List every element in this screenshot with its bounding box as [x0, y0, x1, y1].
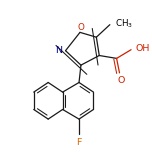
- Text: OH: OH: [136, 44, 150, 53]
- Text: O: O: [118, 76, 125, 85]
- Text: F: F: [76, 138, 82, 147]
- Text: O: O: [78, 23, 84, 32]
- Text: CH$_3$: CH$_3$: [115, 17, 133, 30]
- Text: N: N: [55, 46, 62, 55]
